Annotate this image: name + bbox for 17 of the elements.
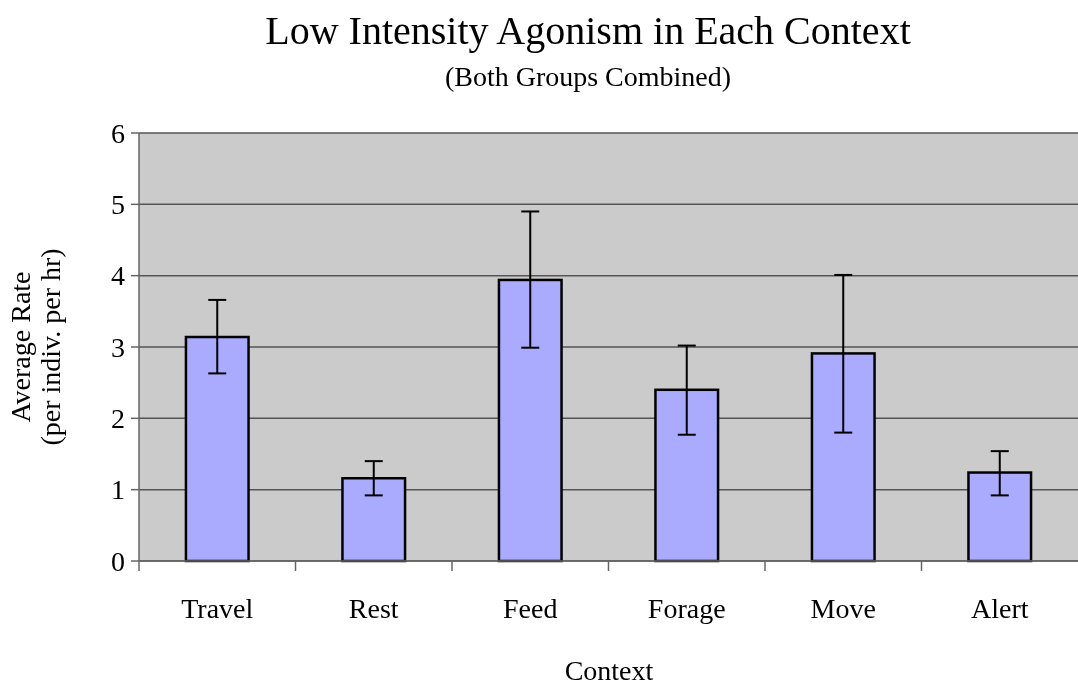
x-axis-title: Context [564, 655, 654, 686]
y-tick-label: 0 [111, 545, 125, 577]
y-tick-label: 4 [111, 260, 125, 292]
chart-title: Low Intensity Agonism in Each Context [265, 8, 911, 53]
chart-subtitle: (Both Groups Combined) [444, 61, 732, 92]
x-tick-label: Alert [970, 593, 1029, 624]
y-axis-title: Average Rate (per indiv. per hr) [4, 248, 67, 446]
x-tick-label: Feed [503, 593, 558, 624]
y-tick-label: 1 [111, 474, 125, 506]
y-tick-label: 6 [111, 117, 125, 149]
x-tick-label: Forage [647, 593, 726, 624]
y-tick-label: 3 [111, 331, 125, 363]
x-tick-label: Move [810, 593, 876, 624]
y-tick-label: 5 [111, 189, 125, 221]
x-tick-label: Travel [181, 593, 254, 624]
x-tick-label: Rest [348, 593, 399, 624]
y-tick-label: 2 [111, 403, 125, 435]
